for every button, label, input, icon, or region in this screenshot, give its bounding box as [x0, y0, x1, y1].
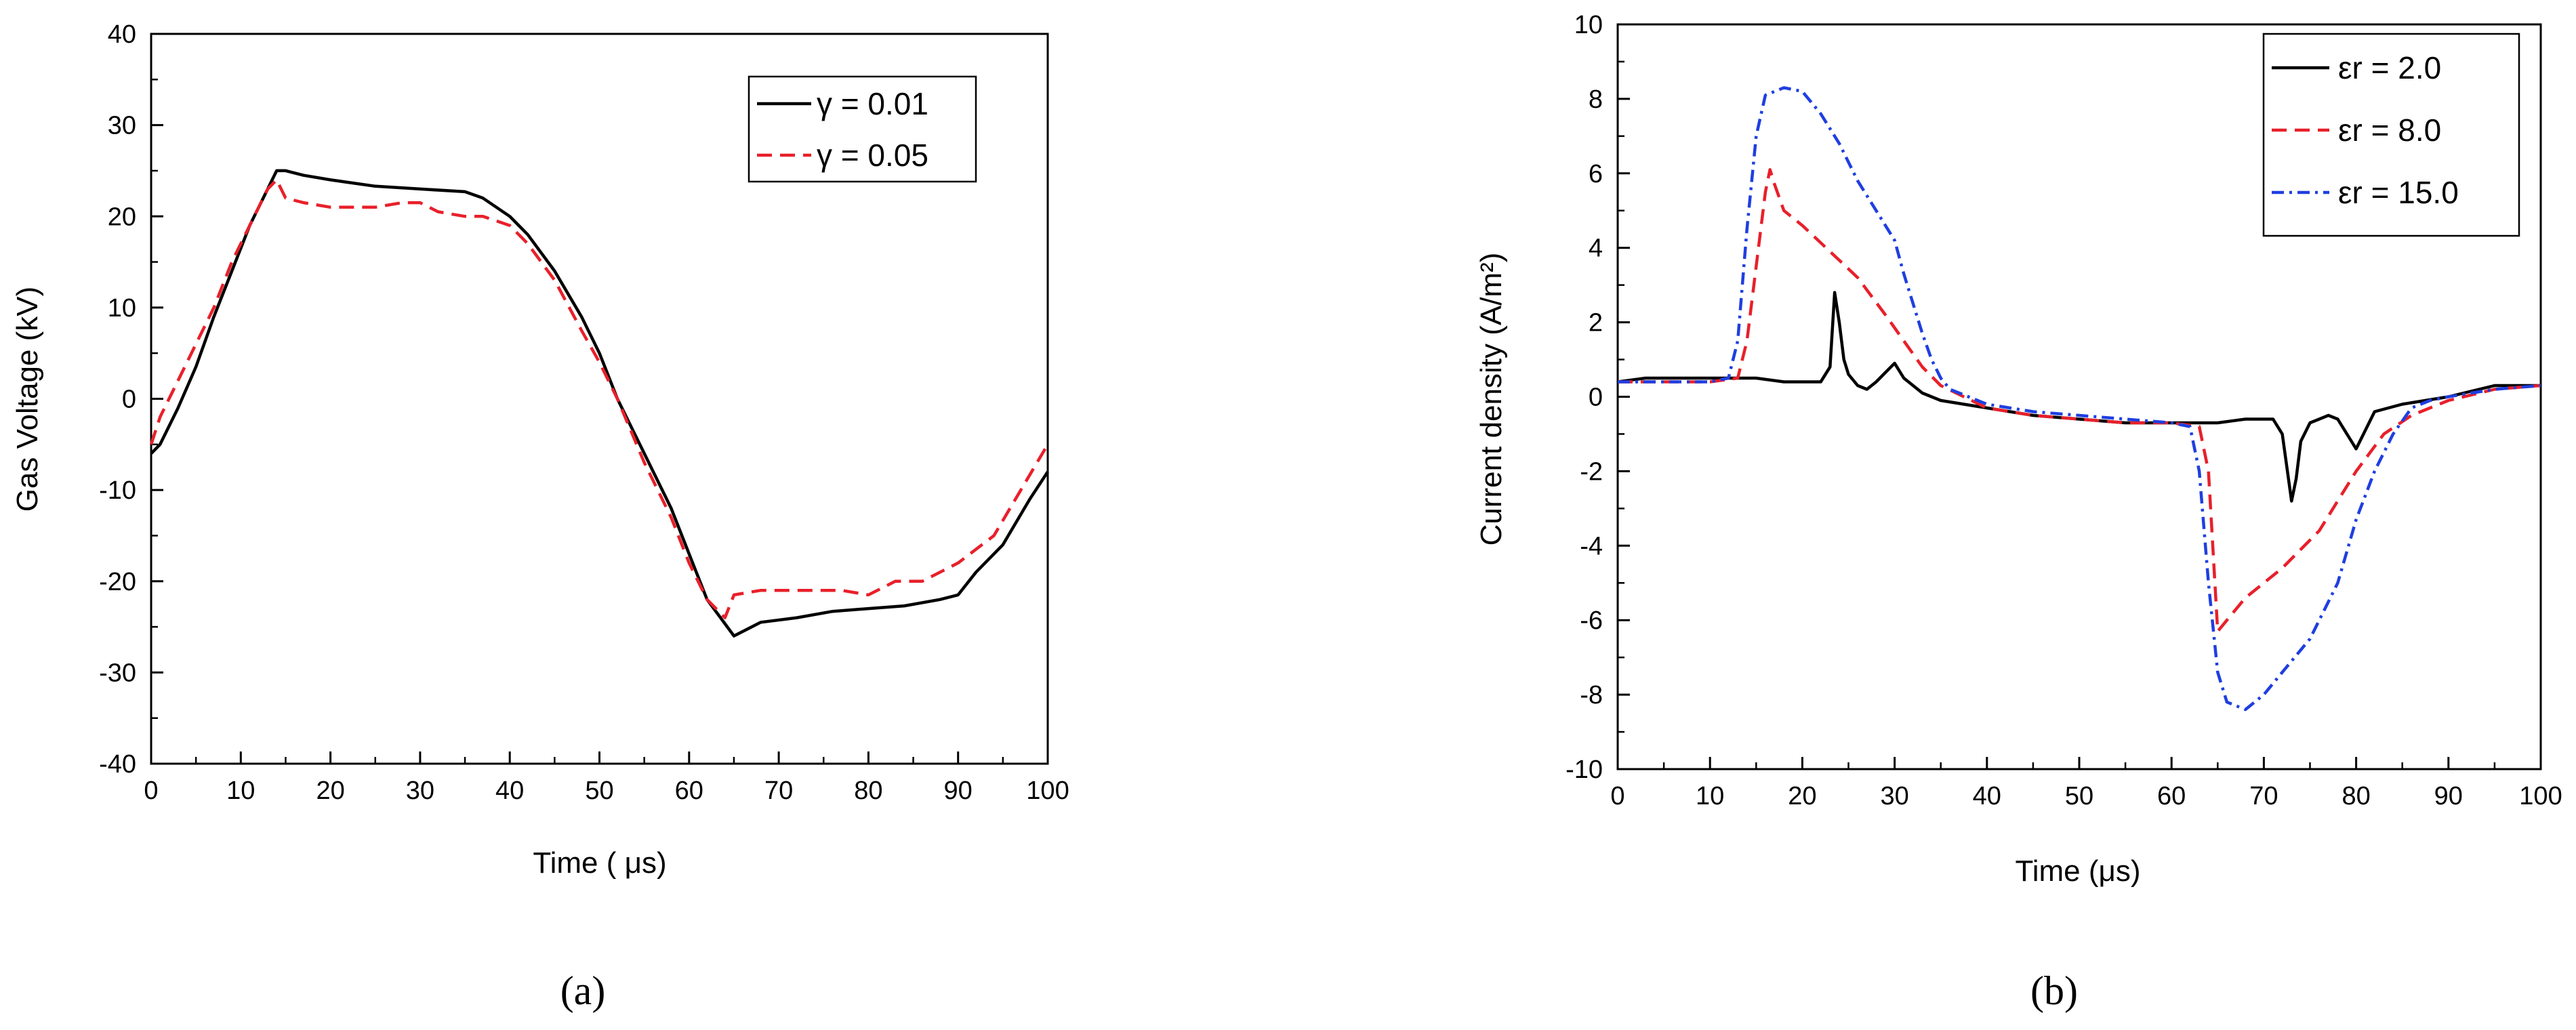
- y-tick-label: -40: [99, 750, 136, 779]
- x-tick-label: 60: [675, 777, 703, 805]
- x-tick-label: 0: [1610, 782, 1624, 810]
- legend-label-1: εr = 2.0: [2338, 50, 2441, 85]
- x-tick-label: 50: [585, 777, 613, 805]
- legend-label-3: εr = 15.0: [2338, 175, 2459, 210]
- y-tick-label: -30: [99, 659, 136, 687]
- y-tick-label: 2: [1589, 309, 1603, 337]
- series-line-2: [1618, 168, 2541, 633]
- y-tick-label: -10: [99, 476, 136, 505]
- legend-label-2: εr = 8.0: [2338, 112, 2441, 148]
- y-axis-label-b: Current density (A/m²): [1475, 253, 1508, 546]
- y-tick-label: 10: [108, 294, 136, 323]
- y-tick-label: 10: [1574, 11, 1603, 39]
- x-tick-label: 60: [2157, 782, 2186, 810]
- x-tick-label: 80: [2342, 782, 2370, 810]
- chart-panel-b: 0 10 20 30 40 50 60 70 80 90 100 -10 -8 -6 -4 -2 0 2 4 6 8 1…: [1475, 11, 2562, 1013]
- legend-box-a: [748, 75, 977, 183]
- y-tick-label: 4: [1589, 234, 1603, 263]
- y-tick-label: -4: [1580, 532, 1603, 560]
- y-ticks-b: -10 -8 -6 -4 -2 0 2 4 6 8 10: [1566, 11, 1630, 784]
- legend-b: εr = 2.0 εr = 8.0 εr = 15.0: [2262, 33, 2520, 237]
- y-tick-label: 8: [1589, 85, 1603, 114]
- x-tick-label: 30: [406, 777, 434, 805]
- y-tick-label: -6: [1580, 606, 1603, 635]
- y-axis-label-a: Gas Voltage (kV): [11, 287, 44, 512]
- x-axis-label-b: Time (μs): [2015, 854, 2140, 888]
- x-tick-label: 70: [2249, 782, 2278, 810]
- series-group-a: [149, 169, 1049, 638]
- legend-a: γ = 0.01 γ = 0.05: [748, 75, 977, 183]
- x-tick-label: 10: [226, 777, 255, 805]
- series-line-2: [149, 178, 1049, 619]
- x-tick-label: 80: [854, 777, 882, 805]
- y-tick-label: 20: [108, 203, 136, 231]
- y-tick-label: 6: [1589, 160, 1603, 188]
- y-tick-label: 30: [108, 112, 136, 140]
- y-tick-label: -10: [1566, 756, 1603, 784]
- x-tick-label: 40: [495, 777, 524, 805]
- x-tick-label: 100: [1026, 777, 1069, 805]
- x-tick-label: 20: [316, 777, 344, 805]
- x-tick-label: 0: [144, 777, 158, 805]
- y-tick-label: 40: [108, 20, 136, 49]
- x-tick-label: 90: [944, 777, 973, 805]
- y-ticks-a: -40 -30 -20 -10 0 10 20 30 40: [99, 20, 163, 779]
- x-tick-label: 40: [1973, 782, 2001, 810]
- series-line-1: [150, 169, 1049, 638]
- series-line-3: [1618, 86, 2541, 712]
- x-tick-label: 10: [1696, 782, 1724, 810]
- y-tick-label: -8: [1580, 681, 1603, 709]
- series-group-b: [1617, 86, 2541, 712]
- y-tick-label: 0: [1589, 384, 1603, 412]
- x-ticks-a: 0 10 20 30 40 50 60 70 80 90 100: [144, 751, 1069, 805]
- x-tick-label: 100: [2519, 782, 2562, 810]
- y-tick-label: -20: [99, 568, 136, 596]
- y-tick-label: 0: [122, 386, 136, 414]
- panel-label-b: (b): [2030, 968, 2078, 1013]
- x-tick-label: 20: [1788, 782, 1816, 810]
- legend-label-1: γ = 0.01: [817, 86, 928, 121]
- x-tick-label: 50: [2065, 782, 2093, 810]
- x-ticks-b: 0 10 20 30 40 50 60 70 80 90 100: [1610, 757, 2562, 810]
- legend-label-2: γ = 0.05: [817, 138, 928, 173]
- x-tick-label: 90: [2434, 782, 2463, 810]
- x-tick-label: 70: [764, 777, 793, 805]
- x-tick-label: 30: [1880, 782, 1908, 810]
- y-tick-label: -2: [1580, 457, 1603, 486]
- x-axis-label-a: Time ( μs): [533, 846, 666, 880]
- panel-label-a: (a): [560, 968, 606, 1013]
- series-line-1: [1617, 291, 2541, 503]
- chart-panel-a: 0 10 20 30 40 50 60 70 80 90 100 -40 -30 -20 -10 0 10 20…: [11, 20, 1069, 1013]
